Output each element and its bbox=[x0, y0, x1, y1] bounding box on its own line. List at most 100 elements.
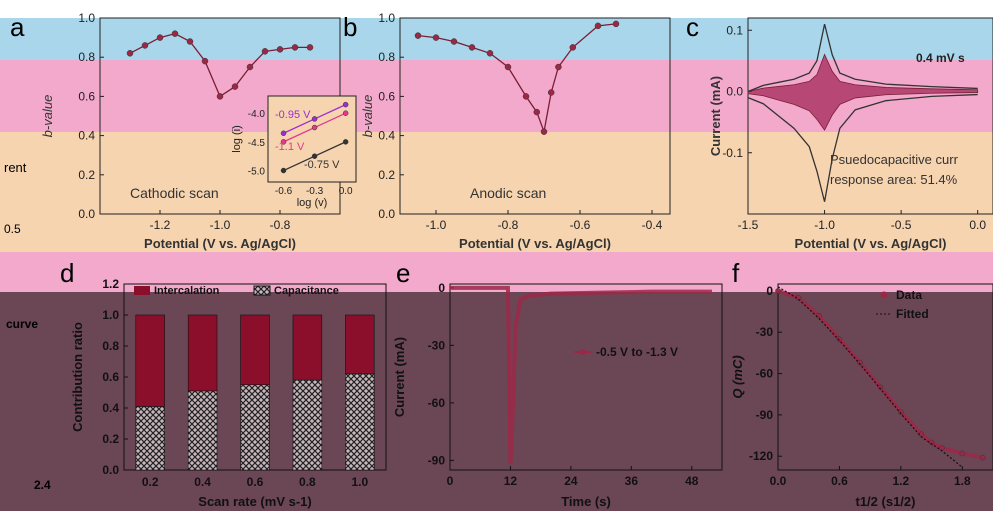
left-edge-fragments: rent 0.5 curve 2.4 bbox=[0, 0, 60, 511]
d-bar-capacitance-0 bbox=[135, 406, 165, 471]
e-legend-marker bbox=[580, 349, 586, 355]
a-inset-1-point-0 bbox=[280, 139, 287, 145]
e-xtick-label-4: 48 bbox=[685, 474, 699, 488]
a-series-point-10 bbox=[276, 46, 284, 53]
d-xlabel: Scan rate (mV s-1) bbox=[198, 494, 311, 509]
b-ytick-label-3: 0.6 bbox=[378, 89, 395, 103]
a-series-point-7 bbox=[231, 83, 239, 90]
c-xtick-label-1: -1.0 bbox=[814, 218, 835, 232]
f-data-point-5 bbox=[877, 384, 884, 391]
chart-d: 0.0 0.2 0.4 0.6 0.8 1.0 1.2 0.2 0.4 0.6 0.8 1.0 Inte… bbox=[60, 256, 390, 511]
b-ytick-label-2: 0.4 bbox=[378, 129, 395, 143]
e-ytick-label-1: -30 bbox=[428, 338, 446, 352]
band-blue-top bbox=[0, 18, 993, 60]
a-inset-0-point-0 bbox=[280, 130, 287, 137]
d-bar-capacitance-3 bbox=[292, 379, 323, 471]
panel-label-b: b bbox=[343, 12, 358, 42]
d-ytick-label-1: 0.2 bbox=[102, 432, 119, 446]
a-series-point-5 bbox=[201, 57, 209, 65]
f-fitted-line bbox=[777, 286, 963, 468]
f-data-point-11 bbox=[980, 454, 986, 461]
f-data-point-4 bbox=[857, 359, 863, 366]
e-ytick-label-2: -60 bbox=[428, 396, 446, 410]
b-series-point-4 bbox=[486, 50, 494, 57]
c-annotation-rate: 0.4 mV s bbox=[916, 51, 965, 65]
a-inset-2-point-2 bbox=[342, 139, 349, 145]
chart-e: 0 12 24 36 48 0 -30 -60 -90 -0.5 V to -1.3 V Time … bbox=[390, 256, 730, 511]
f-data-point-9 bbox=[939, 445, 945, 451]
d-xtick-label-3: 0.8 bbox=[299, 475, 316, 489]
c-xtick-label-0: -1.5 bbox=[738, 218, 759, 232]
d-legend-label-intercalation: Intercalation bbox=[154, 285, 220, 297]
band-orange bbox=[0, 132, 993, 252]
a-series-point-1 bbox=[141, 42, 149, 49]
chart-e-svg: 0 12 24 36 48 0 -30 -60 -90 -0.5 V to -1.3 V Time … bbox=[392, 281, 723, 509]
b-xtick-label-2: -0.6 bbox=[570, 218, 591, 232]
b-series-point-9 bbox=[547, 89, 555, 96]
a-xtick-label-0: -1.2 bbox=[150, 218, 171, 232]
a-series-point-4 bbox=[186, 38, 194, 45]
a-inset-1-point-1 bbox=[311, 124, 318, 131]
a-xtick-label-1: -1.0 bbox=[210, 218, 231, 232]
c-ytick-label-1: 0.0 bbox=[726, 85, 743, 99]
left-label-curve: curve bbox=[6, 317, 39, 331]
e-ytick-label-3: -90 bbox=[428, 453, 446, 467]
left-label-rent: rent bbox=[4, 160, 27, 175]
band-pink-lower bbox=[0, 252, 993, 292]
f-xtick-label-0: 0.0 bbox=[770, 474, 787, 488]
f-xtick-label-3: 1.8 bbox=[954, 474, 971, 488]
d-bar-intercalation-4 bbox=[345, 314, 375, 375]
b-xtick-label-0: -1.0 bbox=[426, 218, 447, 232]
f-data-point-3 bbox=[836, 336, 843, 342]
f-data-point-10 bbox=[959, 450, 966, 457]
panel-label-c: c bbox=[686, 12, 699, 42]
chart-a: -1.2 -1.0 -0.8 0.0 0.2 0.4 0.6 0.8 1.0 Cathodic s… bbox=[0, 0, 357, 256]
f-legend-marker-data bbox=[880, 291, 888, 299]
d-bar-intercalation-1 bbox=[187, 314, 218, 392]
d-ytick-label-4: 0.8 bbox=[102, 339, 119, 353]
d-bar-intercalation-2 bbox=[240, 314, 270, 386]
c-annotation-area: response area: 51.4% bbox=[830, 172, 958, 187]
d-legend-swatch-capacitance bbox=[253, 285, 271, 296]
b-series-point-11 bbox=[569, 44, 577, 51]
b-series-point-6 bbox=[522, 93, 530, 100]
c-ytick-label-0: 0.1 bbox=[726, 23, 743, 37]
c-ylabel: Current (mA) bbox=[708, 76, 723, 156]
a-inset-2-point-0 bbox=[280, 167, 287, 174]
d-ytick-label-6: 1.2 bbox=[102, 277, 119, 291]
f-xtick-label-1: 0.6 bbox=[831, 474, 848, 488]
b-series-point-12 bbox=[594, 22, 602, 30]
left-tick-05: 0.5 bbox=[4, 222, 21, 236]
d-bar-capacitance-1 bbox=[187, 390, 218, 471]
d-legend-swatch-intercalation bbox=[134, 286, 150, 295]
b-ytick-label-1: 0.2 bbox=[378, 168, 395, 182]
d-ytick-label-3: 0.6 bbox=[102, 370, 119, 384]
b-series-point-0 bbox=[414, 32, 422, 39]
e-ylabel: Current (mA) bbox=[392, 337, 407, 417]
f-ytick-label-0: 0 bbox=[766, 284, 773, 298]
b-series-point-2 bbox=[450, 38, 458, 45]
chart-b: -1.0 -0.8 -0.6 -0.4 0.0 0.2 0.4 0.6 0.8 1.0 Anodic… bbox=[340, 0, 680, 256]
d-bar-intercalation-3 bbox=[292, 314, 323, 381]
panel-label-f: f bbox=[732, 258, 740, 288]
a-series-point-2 bbox=[156, 34, 164, 41]
b-xtick-label-1: -0.8 bbox=[498, 218, 519, 232]
a-inset-0-point-1 bbox=[311, 116, 318, 122]
b-annotation: Anodic scan bbox=[470, 185, 546, 201]
c-xtick-label-2: -0.5 bbox=[891, 218, 912, 232]
f-xtick-label-2: 1.2 bbox=[893, 474, 910, 488]
e-xtick-label-3: 36 bbox=[625, 474, 639, 488]
c-xtick-label-3: 0.0 bbox=[969, 218, 986, 232]
a-inset-2-point-1 bbox=[311, 153, 318, 159]
a-ytick-label-5: 1.0 bbox=[78, 11, 95, 25]
a-ylabel: b-value bbox=[40, 95, 55, 138]
a-inset-series-label-2: -0.75 V bbox=[304, 159, 340, 171]
chart-d-svg: 0.0 0.2 0.4 0.6 0.8 1.0 1.2 0.2 0.4 0.6 0.8 1.0 Inte… bbox=[70, 277, 387, 509]
a-series-point-11 bbox=[291, 44, 299, 51]
b-ylabel: b-value bbox=[360, 95, 375, 138]
f-data-point-0 bbox=[775, 288, 781, 294]
c-cv-upper bbox=[747, 23, 978, 93]
d-xtick-label-1: 0.4 bbox=[194, 475, 211, 489]
b-xlabel: Potential (V vs. Ag/AgCl) bbox=[459, 236, 611, 251]
f-data-point-6 bbox=[898, 409, 904, 415]
